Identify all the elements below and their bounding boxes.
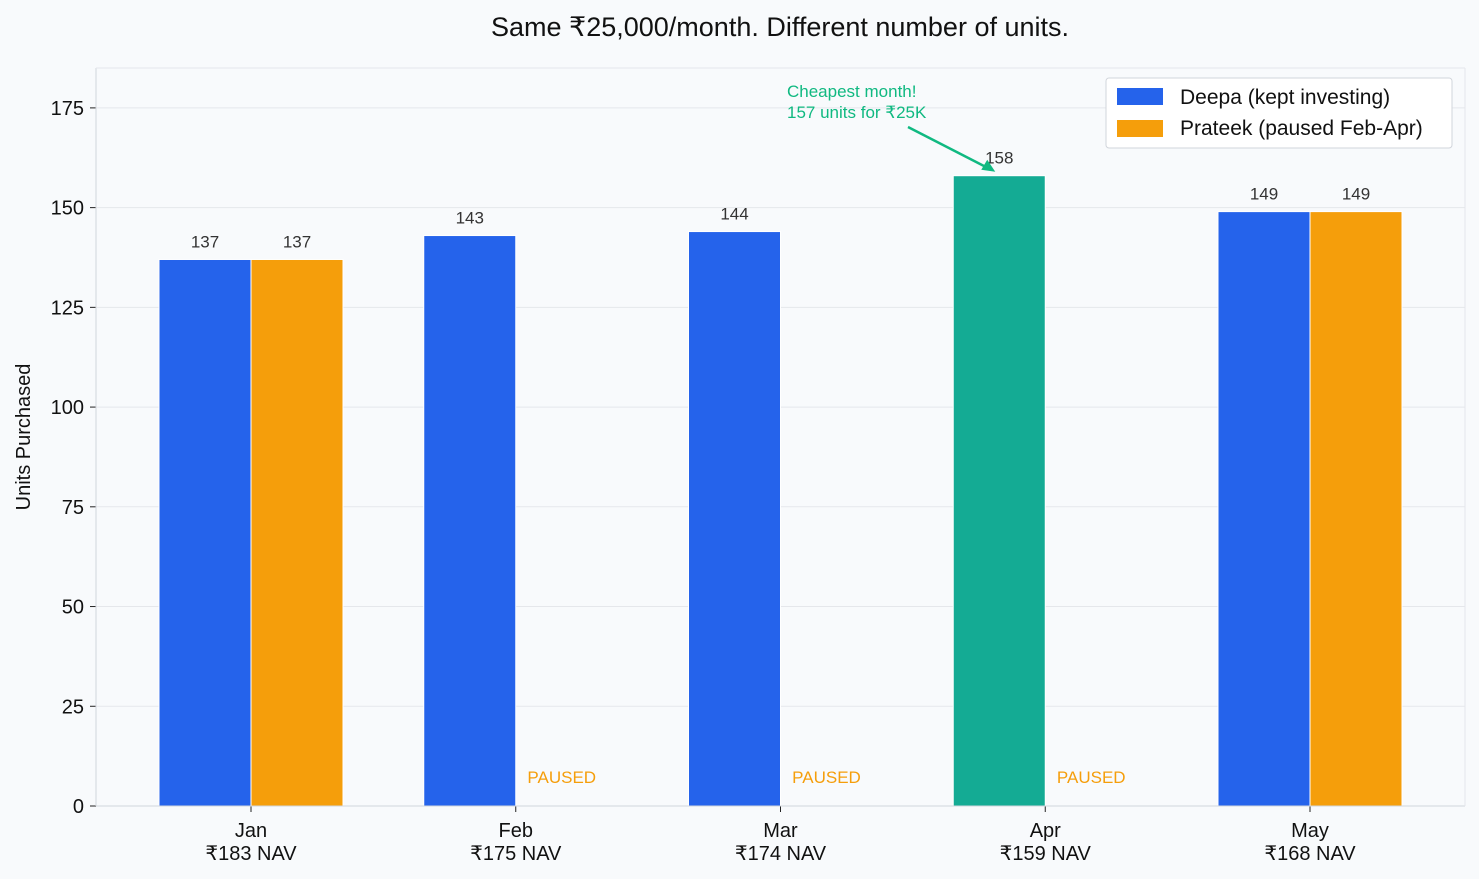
x-tick-sublabel: ₹159 NAV (1000, 843, 1092, 865)
x-tick-sublabel: ₹168 NAV (1264, 843, 1356, 865)
annotation-line-2: 157 units for ₹25K (787, 103, 927, 122)
y-axis-label: Units Purchased (13, 364, 35, 511)
x-tick-label: Jan (235, 820, 267, 842)
bar-deepa-apr (952, 175, 1046, 807)
y-tick-label: 100 (51, 397, 84, 419)
data-label-deepa: 158 (985, 149, 1013, 168)
legend-label-prateek: Prateek (paused Feb-Apr) (1180, 117, 1423, 140)
legend-swatch-deepa (1117, 88, 1163, 105)
x-tick-label: May (1291, 820, 1329, 842)
annotation-line-1: Cheapest month! (787, 82, 916, 101)
paused-label: PAUSED (527, 768, 596, 787)
paused-label: PAUSED (1057, 768, 1126, 787)
annotation-arrowhead (981, 159, 996, 172)
y-tick-label: 175 (51, 98, 84, 120)
data-label-deepa: 144 (720, 205, 748, 224)
legend-swatch-prateek (1117, 120, 1163, 137)
data-label-deepa: 143 (456, 209, 484, 228)
data-label-deepa: 137 (191, 232, 219, 251)
annotation-arrow-line (907, 125, 992, 171)
data-label-deepa: 149 (1250, 185, 1278, 204)
y-tick-label: 0 (73, 796, 84, 818)
chart-title: Same ₹25,000/month. Different number of … (491, 12, 1069, 42)
y-tick-label: 150 (51, 198, 84, 220)
legend-label-deepa: Deepa (kept investing) (1180, 86, 1390, 109)
bar-deepa-feb (423, 235, 517, 807)
bar-deepa-mar (688, 231, 781, 807)
legend-box (1105, 77, 1453, 149)
x-tick-sublabel: ₹174 NAV (735, 843, 827, 865)
bar-deepa-jan (158, 258, 252, 807)
y-tick-label: 75 (62, 497, 84, 519)
x-tick-label: Feb (499, 820, 533, 842)
data-label-prateek: 137 (283, 232, 311, 251)
x-tick-sublabel: ₹183 NAV (205, 843, 297, 865)
x-tick-label: Mar (763, 820, 798, 842)
paused-label: PAUSED (792, 768, 861, 787)
y-tick-label: 25 (62, 696, 84, 718)
x-tick-sublabel: ₹175 NAV (470, 843, 562, 865)
bar-prateek-jan (250, 258, 344, 807)
bar-deepa-may (1217, 211, 1311, 807)
bar-prateek-may (1309, 211, 1403, 807)
y-tick-label: 50 (62, 597, 84, 619)
data-label-prateek: 149 (1342, 185, 1370, 204)
y-tick-label: 125 (51, 297, 84, 319)
x-tick-label: Apr (1030, 820, 1061, 842)
